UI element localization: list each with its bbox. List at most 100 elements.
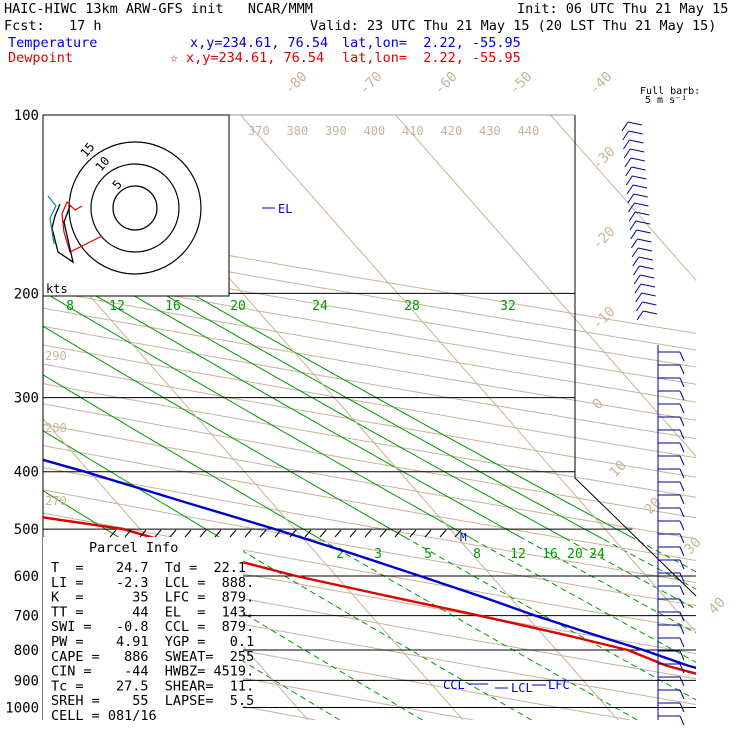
wind-barb-flag: [626, 184, 634, 195]
temperature-tick-label: -40: [587, 69, 616, 98]
barb-legend-title: Full barb:: [640, 86, 700, 97]
hodograph-ring: [90, 163, 180, 253]
wind-barb: [632, 175, 647, 180]
wind-barb: [629, 139, 644, 144]
mixing-ratio-label: 8: [66, 299, 74, 314]
dry-adiabat: [43, 344, 696, 459]
wind-barb: [634, 202, 649, 207]
mixing-ratio-line-dashed: [603, 538, 696, 590]
wind-barb-flag: [629, 220, 637, 231]
level-tick: [229, 529, 237, 538]
parcel-info-row: SWI = -0.8 CCL = 879.: [51, 619, 254, 635]
level-tick: [319, 529, 327, 538]
mixing-ratio-label-lower: 24: [589, 547, 605, 562]
wind-barb: [630, 157, 645, 162]
pressure-tick-label: 400: [14, 465, 39, 481]
wind-barb-flag: [679, 650, 685, 661]
wind-barb-flag: [622, 130, 630, 141]
wind-barb-flag: [679, 520, 685, 531]
dewpoint-xy: x,y=234.61, 76.54: [186, 50, 325, 66]
wind-barb-flag: [679, 403, 685, 414]
temperature-legend: Temperature: [8, 35, 98, 51]
pressure-tick-label: 800: [14, 643, 39, 659]
mixing-ratio-line: [45, 292, 474, 540]
pressure-tick-label: 100: [14, 108, 39, 124]
ccl-label: CCL: [443, 678, 465, 692]
hodograph-frame: [42, 114, 230, 297]
mixing-ratio-label: 16: [165, 299, 181, 314]
mixing-ratio-label-lower: 8: [473, 547, 481, 562]
pressure-tick-label: 200: [14, 286, 39, 302]
mixing-ratio-line-dashed: [566, 538, 696, 610]
wind-barb: [627, 121, 643, 126]
hodograph-trace-low: [61, 200, 103, 253]
dewpoint-profile: [43, 516, 696, 675]
pressure-tick-label: 900: [14, 673, 39, 689]
hodograph-unit: kts: [46, 282, 68, 296]
hodograph-ring: [112, 185, 158, 231]
level-tick: [169, 529, 177, 538]
temperature-tick-label: 40: [706, 595, 729, 618]
wind-barb: [642, 301, 657, 306]
level-tick: [454, 529, 462, 538]
annotations: EL LCL LFC CCL M: [109, 202, 570, 695]
wind-barb-flag: [679, 637, 685, 648]
dry-adiabat: [43, 466, 696, 584]
theta-label: 420: [441, 124, 463, 138]
mixing-ratio-line-dashed: [408, 538, 696, 701]
mixing-ratio-label: 24: [312, 299, 328, 314]
parcel-info-box: Parcel Info T = 24.7 Td = 22.1LI = -2.3 L…: [43, 537, 254, 724]
wind-barb-flag: [679, 416, 685, 427]
wind-barb: [640, 283, 656, 288]
theta-label: 380: [287, 124, 309, 138]
wind-barb: [636, 229, 651, 234]
wind-barb-flag: [679, 533, 685, 544]
temperature-tick-label: -70: [357, 69, 386, 98]
dry-adiabat: [43, 325, 696, 440]
wind-barb-flag: [636, 310, 644, 321]
temperature-tick-label: 20: [642, 495, 665, 518]
theta-label-left: 280: [45, 421, 67, 435]
plot-right-edge: [574, 115, 697, 597]
isotherm: [550, 115, 696, 281]
wind-barb: [638, 256, 653, 261]
wind-barb-flag: [679, 689, 685, 700]
wind-barb-flag: [679, 611, 685, 622]
wind-barb-flag: [679, 377, 685, 388]
wind-barb-flag: [679, 390, 685, 401]
parcel-info-row: CIN = -44 HWBZ= 4519.: [51, 664, 254, 680]
wind-barb-flag: [635, 301, 643, 312]
temperature-tick-label: -20: [590, 224, 619, 253]
wind-barb-flag: [628, 202, 635, 213]
temperature-tick-label: 30: [682, 535, 705, 558]
sounding-profiles: [43, 458, 696, 675]
mixing-ratio-line-dashed: [320, 538, 638, 720]
forecast-hour: Fcst: 17 h: [4, 18, 102, 34]
wind-barb-flag: [679, 715, 685, 726]
level-tick: [259, 529, 267, 538]
wind-barb: [635, 211, 650, 216]
isotherm: [43, 241, 464, 720]
mixing-ratio-line: [190, 292, 636, 540]
dry-adiabat: [43, 612, 631, 720]
init-time: Init: 06 UTC Thu 21 May 15: [517, 1, 729, 17]
wind-barb-flag: [679, 663, 685, 674]
temperature-tick-label: 10: [607, 458, 630, 481]
parcel-info-row: CELL = 081/16: [51, 708, 157, 724]
wind-barb-flag: [679, 624, 685, 635]
theta-label: 390: [325, 124, 347, 138]
wind-barb: [637, 247, 653, 252]
theta-label: 400: [364, 124, 386, 138]
valid-time: Valid: 23 UTC Thu 21 May 15 (20 LST Thu …: [310, 18, 717, 34]
wind-barb: [637, 238, 652, 243]
wind-barb-flag: [632, 256, 640, 267]
level-tick: [139, 529, 147, 538]
parcel-info-row: T = 24.7 Td = 22.1: [51, 560, 246, 576]
level-tick: [394, 529, 402, 538]
level-tick: [439, 529, 447, 538]
mixing-ratio-line: [162, 292, 604, 540]
theta-label-left: 270: [45, 494, 67, 508]
parcel-info-title: Parcel Info: [89, 540, 178, 556]
parcel-info-row: PW = 4.91 YGP = 0.1: [51, 634, 254, 650]
